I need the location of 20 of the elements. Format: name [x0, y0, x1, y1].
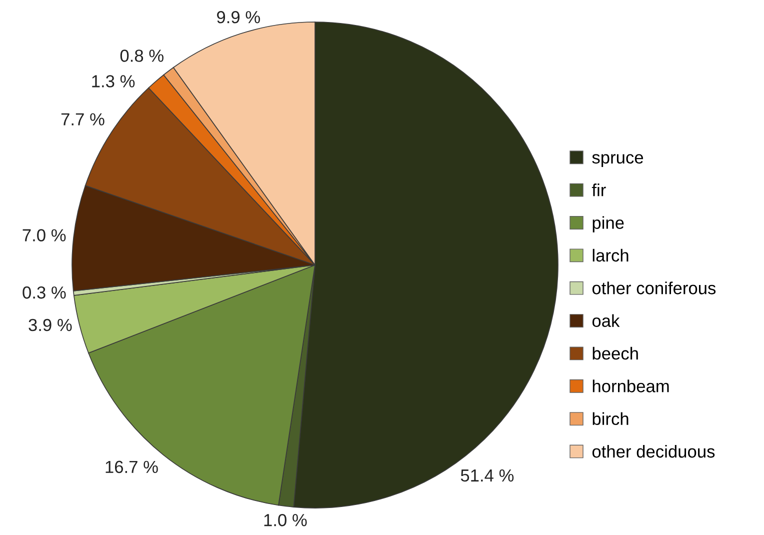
data-label: 0.3 % — [22, 286, 66, 299]
legend-label: larch — [592, 248, 628, 262]
data-label: 3.9 % — [28, 318, 72, 332]
legend-label: oak — [592, 314, 620, 327]
legend-label: birch — [592, 412, 628, 426]
legend-label: hornbeam — [592, 380, 669, 392]
legend-label: spruce — [592, 154, 644, 168]
legend-label: other coniferous — [592, 282, 716, 294]
legend-label: beech — [592, 346, 638, 360]
data-label: 9.9 % — [217, 10, 260, 24]
data-label: 51.4 % — [460, 469, 514, 482]
data-label: 7.7 % — [61, 113, 104, 126]
data-label: 16.7 % — [106, 460, 158, 474]
legend-label: fir — [592, 184, 606, 196]
data-label: 1.0 % — [264, 514, 307, 526]
legend-label: pine — [592, 216, 624, 232]
data-label: 0.8 % — [120, 50, 164, 62]
data-label: 1.3 % — [92, 75, 135, 88]
data-label: 7.0 % — [22, 229, 66, 242]
legend-label: other deciduous — [592, 444, 715, 458]
